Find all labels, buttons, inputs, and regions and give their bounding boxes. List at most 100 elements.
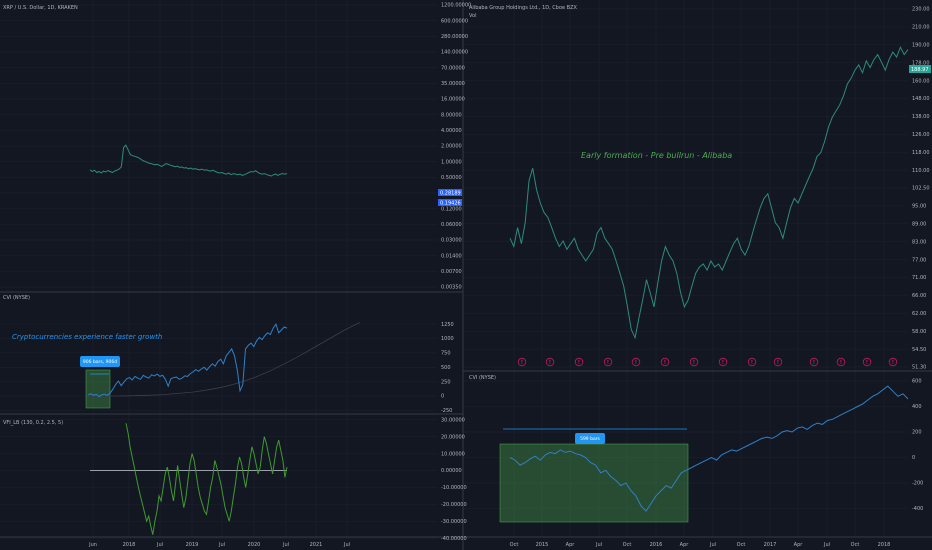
earnings-marker — [517, 357, 527, 367]
left-cvi-y-tick-label: 1000 — [441, 336, 454, 342]
right-price-y-tick-label: 71.00 — [912, 275, 926, 281]
left-x-tick-label: Jul — [218, 542, 225, 548]
right-x-tick-label: 2015 — [536, 542, 549, 548]
right-cvi-title: CVI (NYSE) — [469, 375, 496, 381]
earnings-marker-label: E — [892, 360, 895, 365]
earnings-marker — [888, 357, 898, 367]
right-price-y-tick-label: 54.50 — [912, 347, 926, 353]
earnings-marker — [574, 357, 584, 367]
right-cvi-range-box — [499, 443, 689, 523]
right-x-tick-label: 2016 — [650, 542, 663, 548]
right-cvi-y-tick-label: -200 — [912, 481, 923, 487]
left-cvi-y-tick-label: 500 — [441, 365, 451, 371]
left-cvi-y-tick-label: 750 — [441, 351, 451, 357]
left-price-y-tick-label: 0.00350 — [441, 285, 462, 291]
earnings-marker-label: E — [664, 360, 667, 365]
left-osc-y-tick-label: 30.00000 — [441, 418, 465, 424]
alibaba-annotation: Early formation - Pre bullrun - Alibaba — [581, 151, 732, 160]
right-price-y-tick-label: 58.00 — [912, 329, 926, 335]
right-x-tick-label: Oct — [623, 542, 632, 548]
left-osc-title: VFI_LB (130, 0.2, 2.5, 5) — [3, 420, 63, 426]
earnings-marker-label: E — [693, 360, 696, 365]
left-price-y-tick-label: 0.50000 — [441, 175, 462, 181]
xrp-price-line — [89, 144, 288, 177]
right-x-tick-label: Apr — [680, 542, 690, 548]
earnings-marker-label: E — [549, 360, 552, 365]
left-price-y-tick-label: 0.01400 — [441, 253, 462, 259]
earnings-marker — [631, 357, 641, 367]
right-cvi-line — [509, 385, 909, 512]
left-osc-y-tick-label: -10.00000 — [441, 485, 467, 491]
right-price-y-tick-label: 77.00 — [912, 257, 926, 263]
earnings-marker-label: E — [635, 360, 638, 365]
earnings-marker — [747, 357, 757, 367]
left-price-y-tick-label: 35.00000 — [441, 81, 465, 87]
left-cvi-line — [87, 322, 288, 398]
right-x-tick-label: Jul — [709, 542, 716, 548]
left-price-y-tick-label: 4.00000 — [441, 128, 462, 134]
right-x-tick-label: 2018 — [878, 542, 891, 548]
right-price-y-tick-label: 51.30 — [912, 365, 926, 371]
right-price-y-tick-label: 160.00 — [912, 78, 930, 84]
left-osc-y-tick-label: 10.00000 — [441, 451, 465, 457]
left-price-y-tick-label: 600.00000 — [441, 18, 468, 24]
xrp-price-tag-label: 0.28189 — [440, 191, 461, 197]
right-price-y-tick-label: 83.00 — [912, 239, 926, 245]
left-cvi-bars-label: 906 bars, 906d — [83, 359, 117, 365]
earnings-marker — [836, 357, 846, 367]
right-price-y-tick-label: 210.00 — [912, 25, 930, 31]
earnings-marker-label: E — [866, 360, 869, 365]
right-cvi-bars-bubble — [575, 433, 605, 444]
right-x-tick-label: Oct — [851, 542, 860, 548]
alibaba-price-tag — [909, 65, 931, 73]
earnings-marker — [862, 357, 872, 367]
left-cvi-y-tick-label: -250 — [441, 408, 452, 414]
left-osc-y-tick-label: 0.00000 — [441, 468, 462, 474]
left-osc-y-tick-label: -20.00000 — [441, 502, 467, 508]
left-price-y-tick-label: 0.06000 — [441, 222, 462, 228]
left-price-y-tick-label: 70.00000 — [441, 65, 465, 71]
left-osc-y-tick-label: 20.00000 — [441, 434, 465, 440]
earnings-marker-label: E — [578, 360, 581, 365]
left-cvi-range-box — [85, 369, 111, 409]
right-cvi-y-tick-label: 200 — [912, 430, 922, 436]
alibaba-price-line — [509, 45, 909, 340]
right-price-subtitle: Vol — [469, 13, 476, 19]
right-cvi-bars-label: 599 bars — [580, 436, 600, 442]
right-x-tick-label: Jul — [823, 542, 830, 548]
earnings-marker-label: E — [722, 360, 725, 365]
right-price-title: Alibaba Group Holdings Ltd., 1D, Cboe BZ… — [469, 5, 578, 11]
right-x-tick-label: 2017 — [764, 542, 777, 548]
earnings-marker-label: E — [813, 360, 816, 365]
right-price-y-tick-label: 110.00 — [912, 168, 930, 174]
left-cvi-y-tick-label: 250 — [441, 379, 451, 385]
right-x-tick-label: Jul — [595, 542, 602, 548]
right-x-tick-label: Apr — [566, 542, 576, 548]
left-price-y-tick-label: 0.12000 — [441, 206, 462, 212]
earnings-marker — [660, 357, 670, 367]
left-cvi-bars-bubble — [80, 356, 120, 367]
left-x-tick-label: 2020 — [248, 542, 261, 548]
right-cvi-y-tick-label: 400 — [912, 404, 922, 410]
right-price-y-tick-label: 178.00 — [912, 60, 930, 66]
earnings-marker-label: E — [607, 360, 610, 365]
right-price-y-tick-label: 89.00 — [912, 222, 926, 228]
left-osc-y-tick-label: -40.00000 — [441, 536, 467, 542]
right-price-y-tick-label: 62.00 — [912, 311, 926, 317]
left-cvi-y-tick-label: 1250 — [441, 322, 454, 328]
grid-lines — [0, 0, 908, 539]
left-price-y-tick-label: 1.00000 — [441, 159, 462, 165]
earnings-marker — [545, 357, 555, 367]
chart-marks: 1200.00000 600.00000 280.00000 140.00000 70.… — [80, 3, 931, 548]
left-x-tick-label: Jun — [88, 542, 97, 548]
right-cvi-y-tick-label: 600 — [912, 379, 922, 385]
left-price-y-tick-label: 2.00000 — [441, 144, 462, 150]
earnings-marker — [603, 357, 613, 367]
earnings-marker — [773, 357, 783, 367]
earnings-marker-label: E — [521, 360, 524, 365]
left-cvi-title: CVI (NYSE) — [3, 295, 30, 301]
crypto-growth-annotation: Cryptocurrencies experience faster growt… — [12, 333, 162, 341]
right-x-tick-label: Oct — [737, 542, 746, 548]
